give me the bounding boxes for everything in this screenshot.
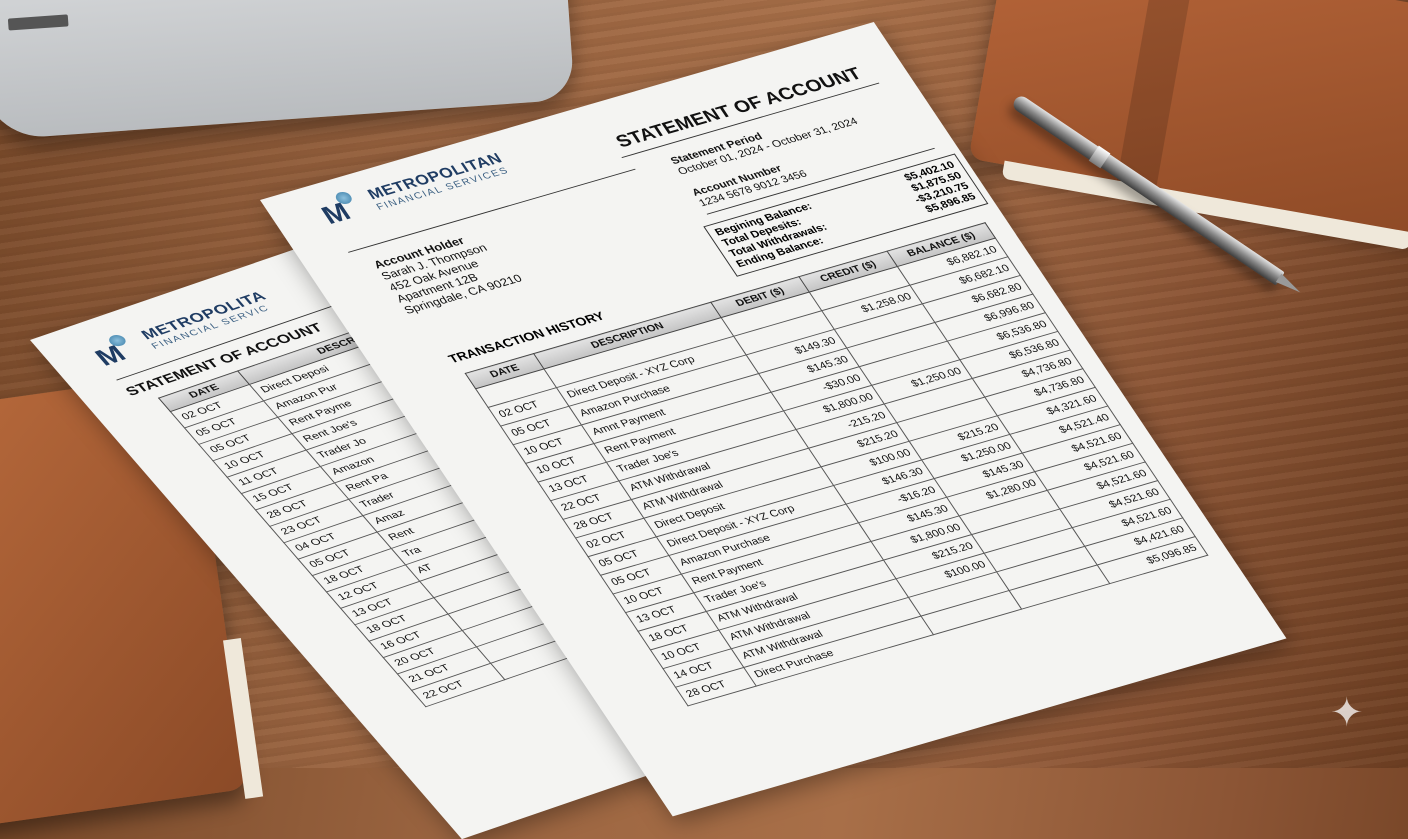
laptop-key <box>7 14 69 31</box>
sparkle-icon: ✦ <box>1330 691 1364 735</box>
logo-mark-icon: M <box>89 332 149 370</box>
notebook-strap <box>1116 0 1196 192</box>
account-holder: Account Holder Sarah J. Thompson 452 Oak… <box>371 226 525 316</box>
logo-mark-icon: M <box>316 189 374 229</box>
